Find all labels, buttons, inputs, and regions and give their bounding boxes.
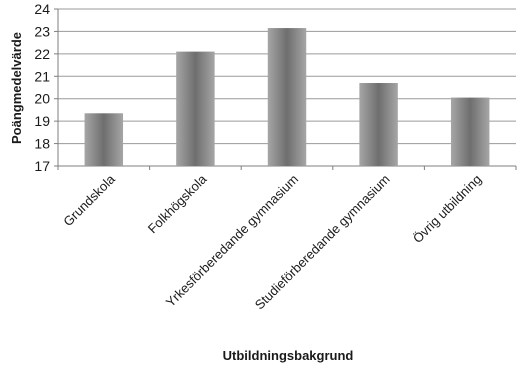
y-tick-labels: 17 18 19 20 21 22 23 24 [34,1,50,174]
y-tick-label: 22 [34,46,50,62]
x-tick-label: Övrig utbildning [410,172,484,246]
bars [84,28,490,166]
bar [359,83,398,166]
y-tick-label: 20 [34,91,50,107]
y-tick-label: 23 [34,23,50,39]
bar [176,51,215,166]
y-tick-label: 18 [34,136,50,152]
bar [84,113,124,166]
x-tick-label: Grundskola [60,171,118,229]
y-tick-label: 24 [34,1,50,17]
bar [267,28,307,166]
x-tick-label: Folkhögskola [145,171,210,236]
bar [450,97,490,166]
x-tick-labels: Grundskola FolkhögskolaYrkesförberedande … [60,171,484,312]
y-tick-label: 17 [34,158,50,174]
y-tick-label: 19 [34,113,50,129]
x-axis-title: Utbildningsbakgrund [223,348,354,363]
y-axis-title: Poängmedelvärde [9,32,24,144]
y-tick-label: 21 [34,68,50,84]
